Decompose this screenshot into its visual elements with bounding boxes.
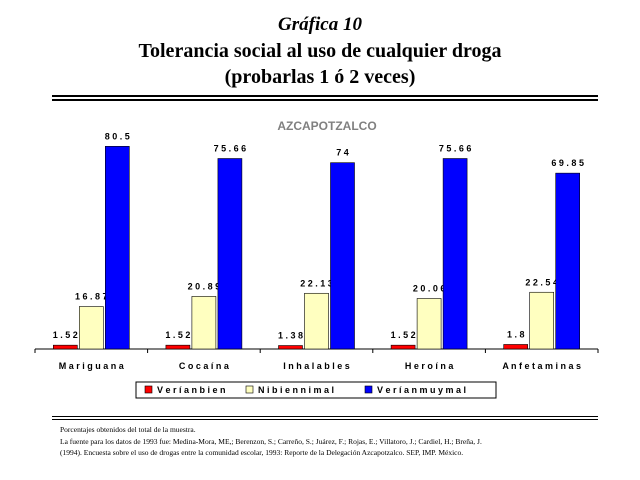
top-rule-2 (52, 99, 598, 101)
bar (529, 291, 555, 350)
bar (442, 158, 468, 350)
legend-swatch (364, 385, 373, 394)
bar (416, 298, 442, 350)
bar-data-label: 7 5 . 6 6 (214, 144, 247, 154)
x-tick-label: C o c a í n a (179, 361, 230, 371)
legend-label: V e r í a n m u y m a l (377, 385, 466, 395)
legend-label: N i b i e n n i m a l (258, 385, 334, 395)
bar (79, 306, 104, 350)
bar (165, 344, 191, 350)
legend-label: V e r í a n b i e n (157, 385, 226, 395)
bar-data-label: 2 0 . 8 9 (188, 281, 221, 291)
bar-data-label: 1 . 5 2 (391, 330, 416, 340)
bar-data-label: 2 2 . 5 4 (525, 277, 558, 287)
bar-data-label: 1 . 3 8 (278, 331, 303, 341)
x-tick-label: A n f e t a m i n a s (502, 361, 581, 371)
footnote-line-1: Porcentajes obtenidos del total de la mu… (60, 425, 196, 434)
bar-data-label: 7 5 . 6 6 (439, 144, 472, 154)
bar-data-label: 2 2 . 1 3 (300, 278, 333, 288)
x-tick-label: I n h a l a b l e s (283, 361, 350, 371)
x-tick-label: M a r i g u a n a (59, 361, 125, 371)
bar-data-label: 1 . 5 2 (165, 330, 190, 340)
bar-data-label: 1 . 8 (507, 329, 525, 339)
legend-box (135, 381, 497, 399)
top-rule-1 (52, 95, 598, 97)
footnote-line-3: (1994). Encuesta sobre el uso de drogas … (60, 448, 464, 457)
chart-number-label: Gráfica 10 (278, 14, 362, 35)
bar (191, 296, 217, 350)
bar (105, 146, 130, 350)
page-subtitle: (probarlas 1 ó 2 veces) (224, 66, 416, 88)
page-title: Tolerancia social al uso de cualquier dr… (138, 40, 502, 62)
chart-title: AZCAPOTZALCO (277, 119, 376, 133)
x-tick-label: H e r o í n a (405, 361, 455, 371)
legend-swatch (245, 385, 254, 394)
bar-data-label: 1 . 5 2 (53, 330, 78, 340)
bar (390, 344, 416, 350)
bar-data-label: 1 6 . 8 7 (75, 292, 108, 302)
bar (217, 158, 243, 350)
footnote-line-2: La fuente para los datos de 1993 fue: Me… (60, 437, 482, 446)
bar-data-label: 8 0 . 5 (105, 131, 130, 141)
bar-data-label: 7 4 (336, 148, 349, 158)
bottom-rule-1 (52, 416, 598, 417)
bar (52, 344, 78, 350)
bar (330, 162, 355, 350)
bar-data-label: 2 0 . 0 6 (413, 283, 446, 293)
bar (304, 292, 329, 350)
bar-data-label: 6 9 . 8 5 (551, 158, 584, 168)
bottom-rule-2 (52, 419, 598, 420)
legend-swatch (144, 385, 153, 394)
bar (555, 172, 581, 350)
bar (278, 345, 303, 350)
bar (503, 344, 529, 350)
